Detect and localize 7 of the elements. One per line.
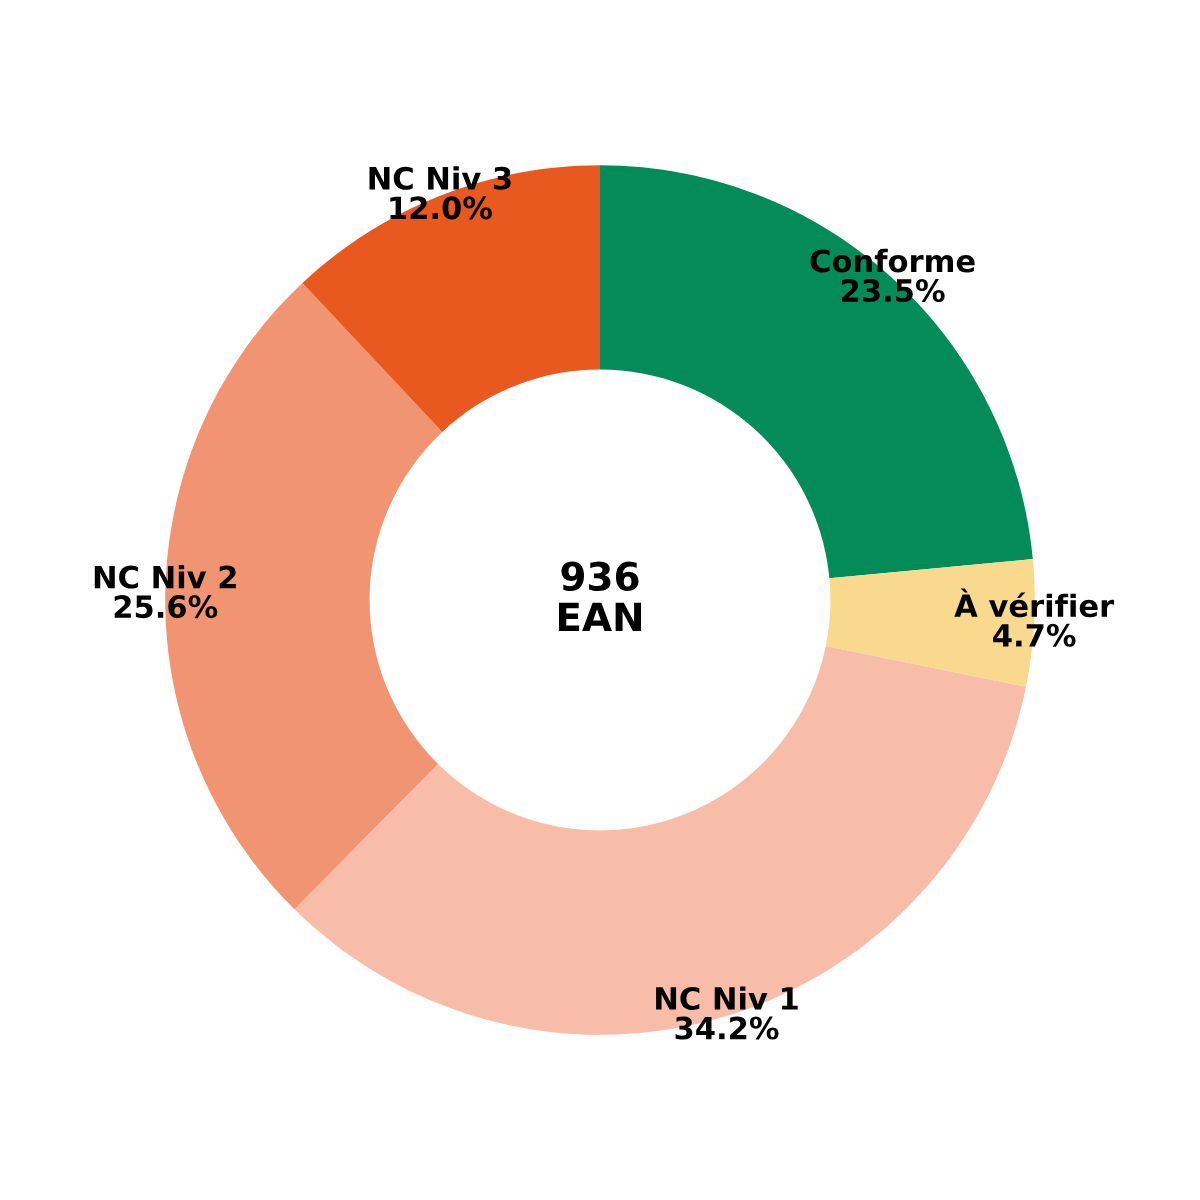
data-label: 25.6% xyxy=(114,595,218,619)
data-label: 34.2% xyxy=(675,1016,779,1040)
slice-label: À vérifier xyxy=(954,588,1115,618)
data-label: 4.7% xyxy=(993,623,1076,647)
slice-label: NC Niv 1 xyxy=(656,986,798,1011)
donut-slice xyxy=(302,165,600,433)
text: 936 EAN xyxy=(558,561,642,632)
